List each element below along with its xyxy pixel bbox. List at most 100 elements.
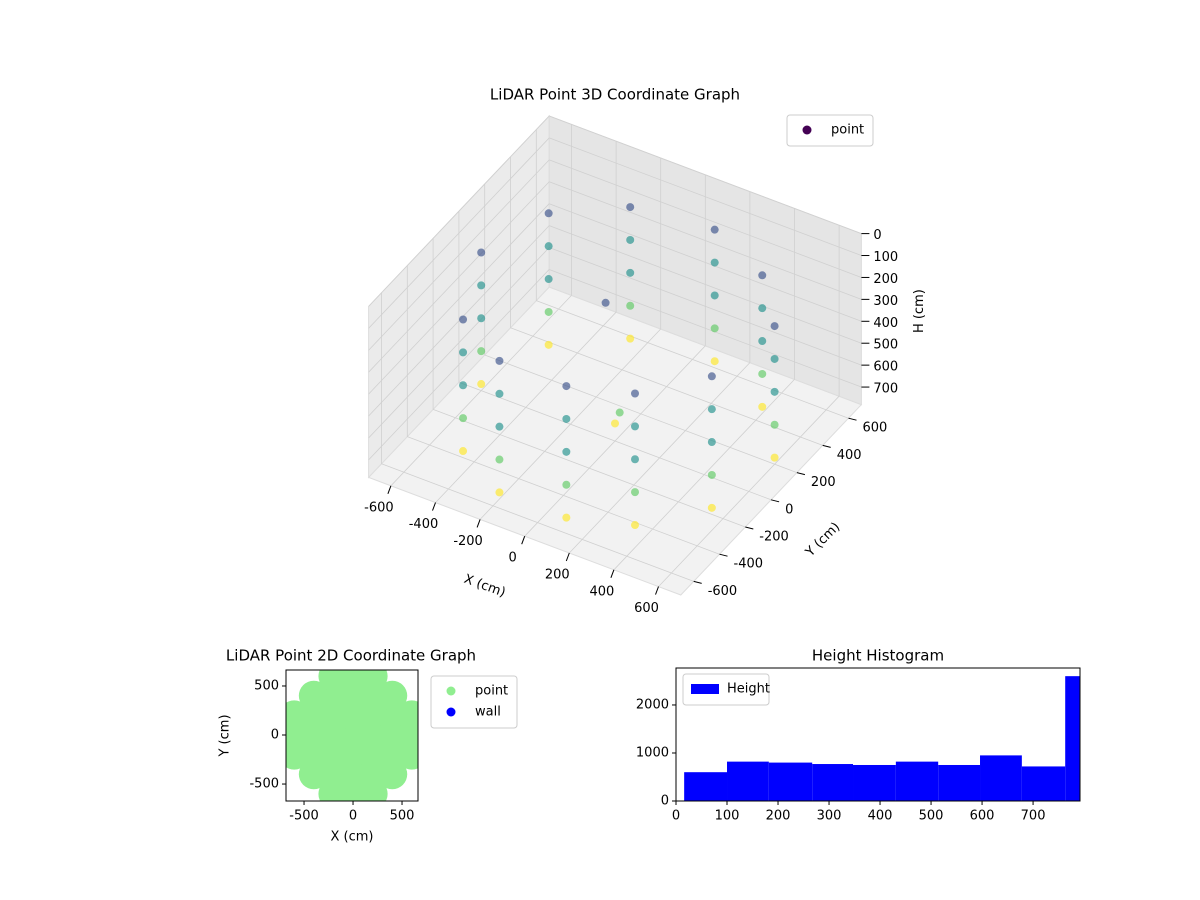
x-axis-label: X (cm) <box>331 830 374 845</box>
bar <box>853 764 896 801</box>
x-tick-label: -200 <box>453 534 483 549</box>
grid-line <box>458 381 772 501</box>
chart-histogram: 0 100 200 300 400 500 600 700 0 1000 2000 Height Hi… <box>636 647 1081 824</box>
point <box>631 488 639 497</box>
grid-line <box>549 247 862 366</box>
y-tick-label: -400 <box>734 557 764 572</box>
y-tick <box>796 472 806 476</box>
grid-line <box>549 115 862 234</box>
point <box>562 382 571 391</box>
point <box>459 447 468 456</box>
legend-swatch <box>446 707 456 717</box>
y-tick-label: 200 <box>811 475 836 490</box>
point <box>758 369 767 378</box>
grid-line <box>368 181 550 373</box>
point <box>459 315 468 324</box>
point <box>477 380 486 389</box>
point <box>495 422 504 431</box>
point <box>544 242 553 251</box>
axes-frame <box>675 667 1081 802</box>
y-tick-label: 0 <box>271 728 279 743</box>
z-tick-label: 100 <box>873 250 898 265</box>
x-tick <box>610 569 615 578</box>
y-tick-label: -500 <box>249 777 279 792</box>
point <box>611 419 619 428</box>
x-tick-label: 600 <box>634 601 659 616</box>
point <box>758 402 767 411</box>
point <box>495 356 504 365</box>
x-tick <box>521 536 526 545</box>
point <box>707 438 716 447</box>
point <box>707 372 716 381</box>
point <box>707 405 716 414</box>
point <box>544 307 553 316</box>
grid-line <box>549 181 862 300</box>
legend-swatch <box>802 125 812 135</box>
point <box>631 389 639 398</box>
bar <box>895 761 939 801</box>
grid-line <box>368 203 550 395</box>
grid-line <box>368 225 550 417</box>
legend-label: wall <box>475 705 501 720</box>
chart-title: LiDAR Point 3D Coordinate Graph <box>490 86 740 104</box>
x-tick-label: -400 <box>409 517 439 532</box>
bar <box>727 761 769 801</box>
grid-line <box>549 159 862 278</box>
y-tick-label: -600 <box>708 584 738 599</box>
y-tick-label: 600 <box>863 421 888 436</box>
point <box>710 258 719 267</box>
point <box>626 334 635 343</box>
x-tick <box>476 519 481 528</box>
point <box>495 488 504 497</box>
point <box>459 381 468 390</box>
point <box>710 324 719 333</box>
grid-line <box>368 269 550 461</box>
point <box>544 209 553 218</box>
z-tick-label: 0 <box>873 228 881 243</box>
x-tick-label: 300 <box>817 809 842 824</box>
legend-label: Height <box>727 682 770 697</box>
x-tick <box>565 552 570 562</box>
y-axis-label: Y (cm) <box>218 714 233 757</box>
x-tick-label: 600 <box>970 809 995 824</box>
grid-line <box>368 247 550 439</box>
grid-line <box>407 436 720 555</box>
point <box>626 235 635 244</box>
y-tick-label: 0 <box>785 502 793 517</box>
point <box>544 340 553 349</box>
x-axis-label: X (cm) <box>462 572 508 601</box>
x-tick-label: -500 <box>289 809 319 824</box>
plot-area <box>286 670 418 801</box>
x-tick-label: 0 <box>509 551 517 566</box>
point <box>459 414 468 423</box>
grid-line <box>536 300 849 419</box>
grid-line <box>549 203 862 322</box>
point <box>770 322 779 331</box>
point <box>495 389 504 398</box>
z-tick-label: 400 <box>873 316 898 331</box>
legend-frame <box>682 673 770 706</box>
y-tick-label: 500 <box>254 678 279 693</box>
z-tick-label: 700 <box>873 382 898 397</box>
point <box>357 670 388 692</box>
x-tick-label: 500 <box>390 809 415 824</box>
chart-title: LiDAR Point 2D Coordinate Graph <box>226 647 476 665</box>
grid-line <box>381 463 694 582</box>
bar <box>1021 766 1066 801</box>
grid-line <box>549 225 862 344</box>
grid-line <box>484 354 798 473</box>
point <box>626 301 635 310</box>
point <box>626 268 635 277</box>
grid-line <box>432 409 746 528</box>
chart-3d: -600-400-2000200400600-600-400-200020040… <box>364 86 927 617</box>
z-tick-label: 300 <box>873 294 898 309</box>
point <box>477 281 486 290</box>
point <box>477 347 486 356</box>
x-tick-label: 0 <box>349 809 357 824</box>
point <box>710 225 719 234</box>
point <box>626 203 635 212</box>
chart-2d: -500 0 500 -500 0 500 X (cm) Y (cm) LiDAR Point … <box>218 647 518 845</box>
x-tick <box>655 586 659 595</box>
point <box>544 275 553 284</box>
